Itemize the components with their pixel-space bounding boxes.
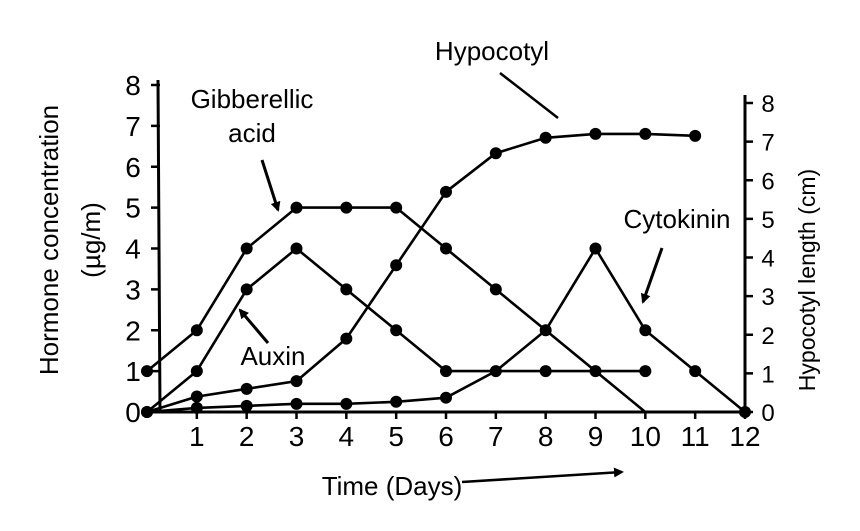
data-point-auxin [190,365,203,378]
data-point-hypocotyl [589,127,602,140]
data-point-gibberellic-acid [190,324,203,337]
x-tick-label: 12 [729,421,760,452]
series-line-hypocotyl [146,132,696,414]
data-point-auxin [290,242,303,255]
data-point-auxin [489,365,502,378]
data-point-auxin [440,365,452,378]
data-point-cytokinin [440,391,452,404]
data-point-hypocotyl [240,382,253,395]
x-tick-label: 10 [630,421,661,452]
x-tick-label: 7 [488,421,504,452]
annotation-gibberellic-acid: Gibberellic [191,84,314,114]
x-tick-label: 9 [588,421,604,452]
data-point-auxin [390,324,403,337]
y-left-axis-unit: (µg/m) [76,202,106,278]
annotation-pointer-hypocotyl [499,72,559,119]
data-point-gibberellic-acid [340,201,353,214]
x-tick-label: 6 [438,421,454,452]
y-axis-left [156,79,162,413]
data-point-cytokinin [589,242,602,255]
data-point-gibberellic-acid [489,283,502,296]
annotation-arrow-gibberellic-acid [260,159,281,212]
data-point-auxin [340,283,353,296]
data-point-hypocotyl [290,375,303,388]
y-left-tick-label: 5 [125,193,141,224]
data-point-hypocotyl [639,127,652,140]
y-right-axis-label: Hypocotyl length (cm) [794,169,820,391]
data-point-hypocotyl [340,332,353,345]
y-left-tick-label: 8 [125,70,141,101]
y-right-tick-label: 1 [761,361,774,388]
y-right-tick-label: 8 [761,91,774,118]
annotation-arrow-auxin [238,308,270,344]
y-right-tick-label: 7 [761,130,774,157]
y-left-tick-label: 7 [125,111,141,142]
data-point-auxin [240,283,253,296]
data-point-hypocotyl [141,406,153,418]
data-point-hypocotyl [689,129,702,142]
data-point-auxin [539,365,552,378]
data-point-cytokinin [639,324,652,337]
data-point-auxin [639,365,652,378]
x-tick-label: 11 [681,421,710,452]
x-tick-label: 8 [538,421,554,452]
data-point-gibberellic-acid [141,365,153,378]
y-right-tick-label: 5 [761,207,774,234]
data-point-auxin [589,365,602,378]
data-point-hypocotyl [190,390,203,403]
data-point-hypocotyl [539,131,552,144]
x-axis-arrow [461,467,624,484]
x-tick-label: 2 [239,421,255,452]
y-left-tick-label: 1 [125,356,141,387]
data-point-gibberellic-acid [290,201,303,214]
y-left-tick-label: 2 [125,315,141,346]
data-point-cytokinin [739,406,751,418]
y-right-tick-label: 3 [761,284,774,311]
series-line-cytokinin [146,247,746,414]
data-point-gibberellic-acid [440,242,452,255]
annotation-cytokinin: Cytokinin [624,204,731,234]
x-tick-label: 4 [339,421,355,452]
y-right-tick-label: 6 [761,168,774,195]
x-axis-label: Time (Days) [322,471,463,501]
annotation-auxin: Auxin [240,341,305,371]
y-left-tick-label: 4 [125,234,141,265]
y-left-axis-label: Hormone concentration [34,105,64,375]
data-point-cytokinin [190,401,203,414]
data-point-hypocotyl [440,185,452,198]
y-right-tick-label: 2 [761,323,774,350]
data-point-cytokinin [340,397,353,410]
data-point-cytokinin [539,324,552,337]
data-point-gibberellic-acid [240,242,253,255]
x-tick-label: 5 [388,421,404,452]
series-line-gibberellic-acid [146,206,647,414]
annotation-hypocotyl: Hypocotyl [435,36,549,66]
x-tick-label: 1 [189,421,205,452]
data-point-cytokinin [390,395,403,408]
data-point-cytokinin [240,399,253,412]
annotation-arrow-cytokinin [640,247,664,304]
data-point-cytokinin [290,397,303,410]
y-left-tick-label: 6 [125,152,141,183]
y-right-tick-label: 0 [761,400,774,427]
y-left-tick-label: 3 [125,274,141,305]
x-tick-label: 3 [289,421,305,452]
y-left-tick-label: 0 [125,397,141,428]
data-point-hypocotyl [390,259,403,272]
y-right-tick-label: 4 [761,246,774,273]
data-point-hypocotyl [489,147,502,160]
data-point-gibberellic-acid [390,201,403,214]
annotation-gibberellic-acid: acid [228,118,276,148]
data-point-cytokinin [689,365,702,378]
